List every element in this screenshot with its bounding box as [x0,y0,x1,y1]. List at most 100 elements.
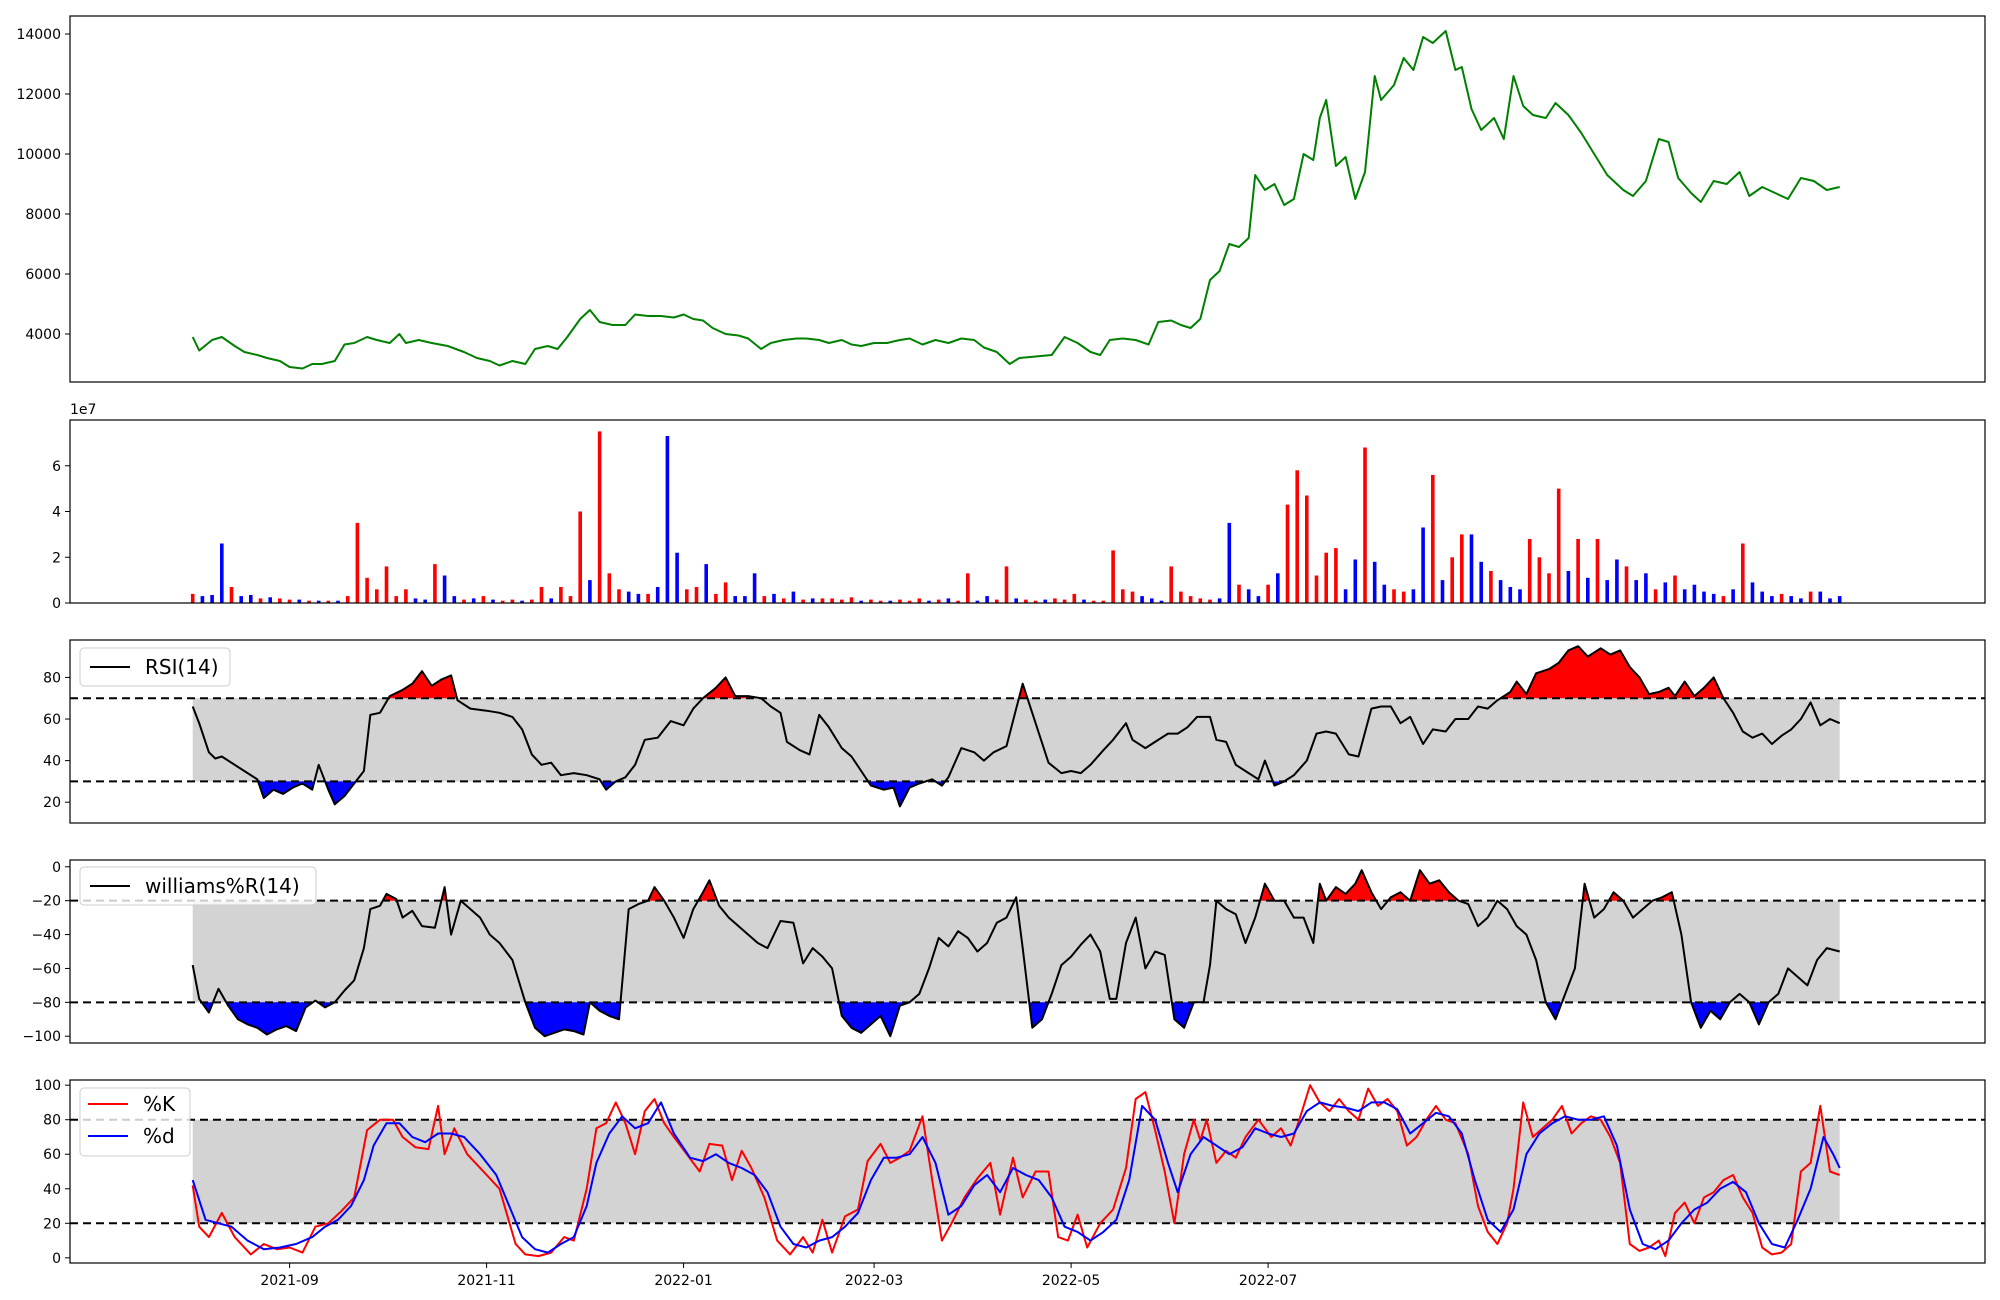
rsi-legend: RSI(14) [79,647,231,687]
volume-bar [210,595,214,603]
volume-bar [200,596,205,603]
y-tick-label: 80 [43,1113,61,1129]
volume-bar [1634,580,1638,603]
volume-bar [995,599,999,603]
volume-bar [588,580,592,603]
volume-bar [578,511,582,603]
volume-bar [1082,599,1086,603]
volume-bar [1266,584,1270,603]
volume-bar [1741,543,1745,603]
volume-bar [917,598,922,603]
stochastic-legend-d-label: %d [143,1124,175,1148]
y-tick-label: 8000 [25,207,61,223]
volume-bar [1556,488,1561,603]
price-axes-frame [69,15,1986,383]
volume-bar [936,599,941,603]
volume-bar [471,598,476,603]
volume-bar [946,598,951,603]
volume-bar [394,596,398,603]
volume-bar [316,600,321,603]
volume-bar [1615,559,1619,603]
volume-bar [1527,539,1532,603]
volume-bar [810,598,815,603]
volume-bar [646,593,650,603]
stochastic-k-line [191,1084,1841,1258]
volume-bar [1130,591,1135,603]
volume-bar [539,587,544,603]
rsi-overbought-fill [1500,646,1724,699]
volume-bar [1198,598,1203,603]
volume-bar [1779,593,1784,603]
volume-bar [772,593,776,603]
volume-bar [1479,561,1483,603]
volume-bar [975,600,980,603]
volume-bar [220,543,224,603]
volume-bar [1295,470,1299,603]
volume-bar [287,599,292,603]
stochastic-panel: %K %d 0 20 40 60 80 100 [34,1078,1986,1267]
volume-bar [1343,589,1348,603]
rsi-plot-area [70,645,1985,808]
volume-bar [1305,495,1309,603]
volume-bar [752,573,757,603]
volume-bar [636,593,641,603]
volume-bar [1004,566,1009,603]
volume-bar [1324,552,1328,603]
volume-bar [898,599,902,603]
price-panel: 4000 6000 8000 10000 12000 14000 [16,15,1986,383]
volume-bar [326,600,331,603]
volume-bar [888,600,893,603]
volume-bar [1179,591,1183,603]
volume-bar [694,587,699,603]
rsi-overbought-fill [388,671,457,699]
volume-bar [1121,589,1125,603]
volume-bar [1024,599,1028,603]
y-tick-label: 4000 [25,327,61,343]
volume-bar [1498,580,1503,603]
volume-bar [1770,596,1774,603]
volume-bar [190,593,195,603]
williams-oversold-fill [1691,1002,1730,1028]
rsi-legend-label: RSI(14) [145,655,219,679]
price-plot-area [191,30,1840,370]
volume-bar [626,591,631,603]
x-tick-label: 2022-03 [845,1273,904,1289]
volume-bar [1014,598,1018,603]
volume-bar [1382,584,1387,603]
volume-bar [433,564,437,603]
volume-bar [1421,527,1425,603]
volume-bar [1334,548,1338,603]
y-tick-label: 6 [52,459,61,475]
volume-bar [1644,573,1648,603]
volume-bar [849,597,854,603]
volume-bar [500,600,505,603]
volume-bar [1314,575,1319,603]
volume-bar [1702,591,1706,603]
volume-bar [1537,557,1542,604]
stochastic-plot-area [70,1084,1985,1258]
volume-bar [733,596,737,603]
stochastic-d-line [191,1101,1841,1254]
stochastic-axes-frame [69,1079,1986,1264]
y-tick-label: 12000 [16,87,61,103]
x-tick-label: 2021-11 [457,1273,516,1289]
rsi-panel: RSI(14) 20 40 60 80 [43,639,1986,824]
volume-bar [1033,600,1038,603]
volume-bar [1721,596,1726,603]
volume-bar [365,577,369,603]
volume-bar [1605,580,1609,603]
volume-bar [966,573,970,603]
volume-bar [1711,593,1716,603]
y-tick-label: −20 [31,894,61,910]
volume-bar [239,596,243,603]
volume-bar [1518,589,1522,603]
williams-overbought-fill [1388,892,1411,901]
y-tick-label: 0 [52,596,61,612]
volume-bar [404,589,408,603]
williams-overbought-fill [1260,883,1275,901]
volume-bar [1789,596,1793,603]
volume-bar [781,598,786,603]
volume-bar [1363,447,1367,603]
y-tick-label: −40 [31,928,61,944]
